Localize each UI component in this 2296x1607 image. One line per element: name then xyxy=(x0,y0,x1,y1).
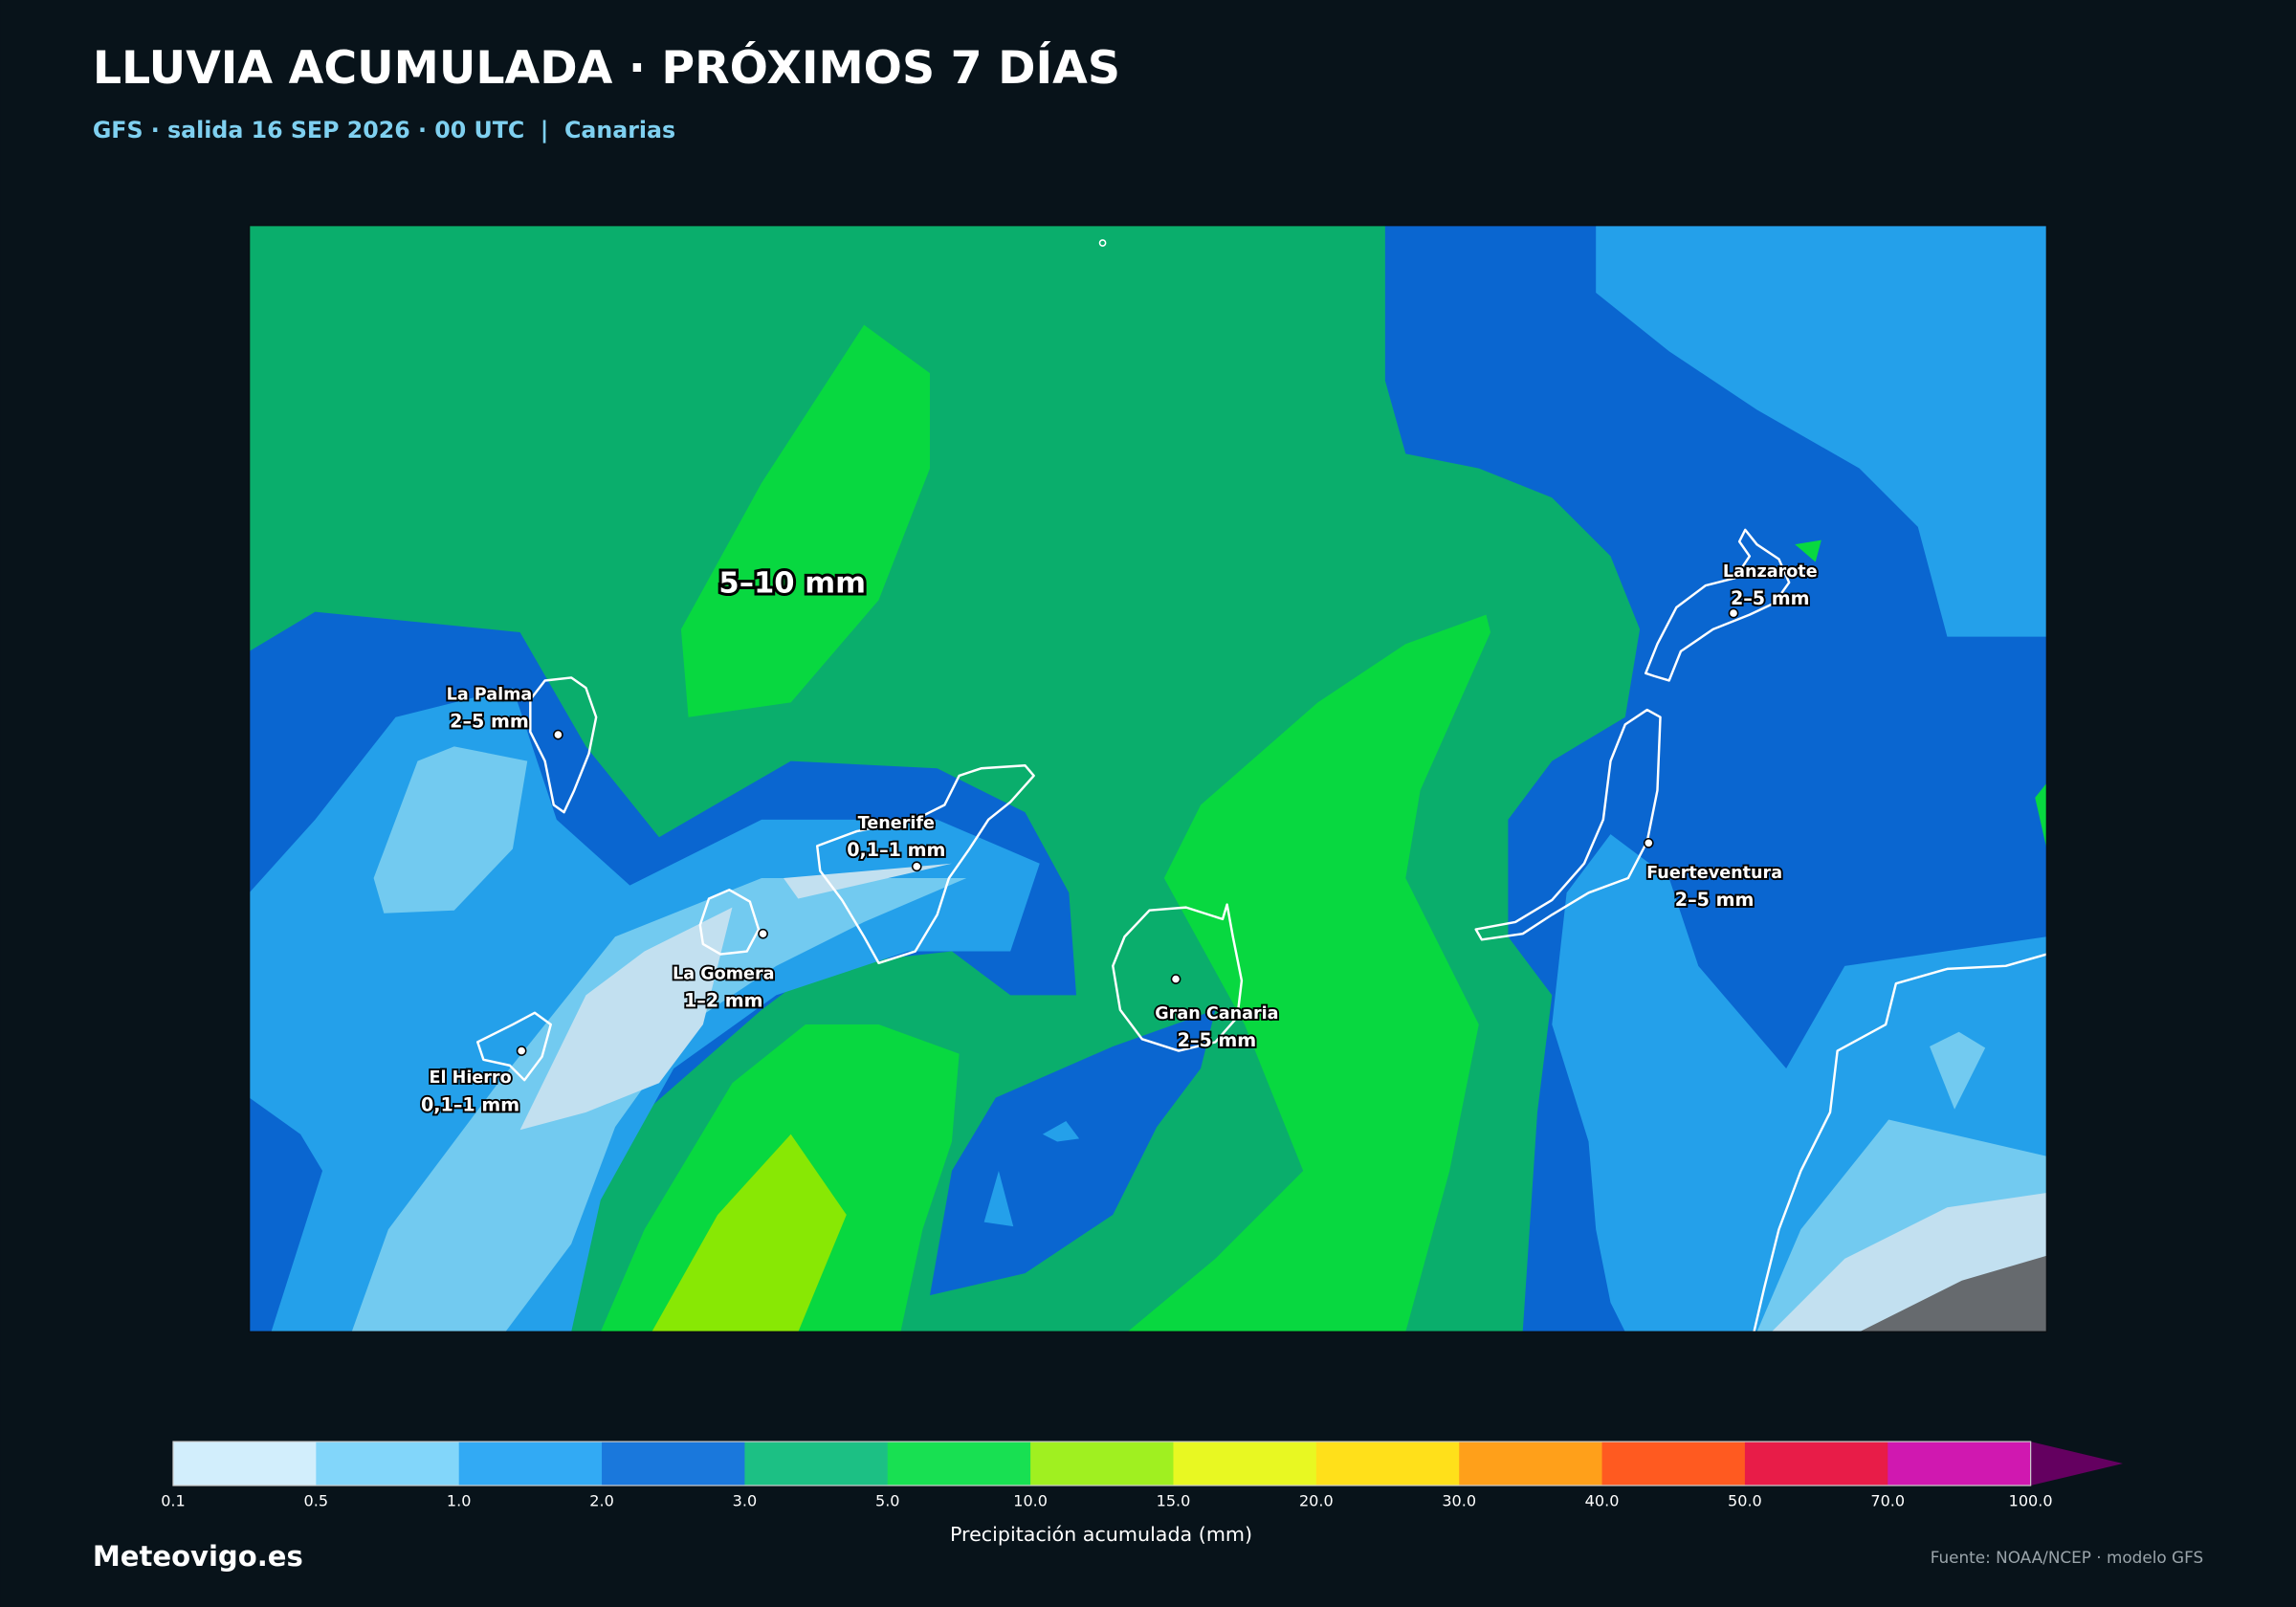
colorbar-tick-label: 1.0 xyxy=(447,1491,472,1509)
colorbar-tick-label: 50.0 xyxy=(1728,1491,1762,1509)
place-name: Fuerteventura xyxy=(1646,864,1782,883)
place-amount: 1–2 mm xyxy=(684,990,763,1012)
source: Fuente: NOAA/NCEP · modelo GFS xyxy=(1931,1548,2203,1567)
town xyxy=(1728,607,1739,619)
island-outline xyxy=(476,1011,552,1082)
region-label: 5–10 mm xyxy=(718,567,866,601)
colorbar-tick-label: 30.0 xyxy=(1442,1491,1476,1509)
colorbar-swatch xyxy=(1459,1442,1603,1486)
place-name: El Hierro xyxy=(429,1068,511,1088)
coast xyxy=(1753,953,2047,1332)
contour xyxy=(651,1134,847,1332)
brand: Meteovigo.es xyxy=(93,1540,303,1573)
subtitle: GFS · salida 16 SEP 2026 · 00 UTC | Cana… xyxy=(93,117,675,143)
colorbar-label: Precipitación acumulada (mm) xyxy=(950,1523,1252,1546)
contour xyxy=(1859,1255,2047,1332)
title: LLUVIA ACUMULADA · PRÓXIMOS 7 DÍAS xyxy=(93,40,1120,95)
colorbar-swatch xyxy=(1030,1442,1175,1486)
colorbar-swatch xyxy=(1173,1442,1317,1486)
colorbar-swatch xyxy=(458,1442,603,1486)
contour xyxy=(1930,1031,1986,1110)
colorbar-swatch xyxy=(316,1442,460,1486)
colorbar-tick-label: 5.0 xyxy=(875,1491,900,1509)
island-outline xyxy=(529,676,598,814)
colorbar-tick-label: 3.0 xyxy=(733,1491,758,1509)
colorbar-tick-label: 2.0 xyxy=(589,1491,614,1509)
island-outline xyxy=(1474,708,1662,941)
town xyxy=(516,1046,527,1056)
colorbar-swatch xyxy=(172,1442,318,1486)
colorbar-tick-label: 70.0 xyxy=(1870,1491,1905,1509)
island-outline xyxy=(1112,903,1244,1052)
colorbar: 0.1 0.5 1.0 2.0 3.0 5.0 10.0 15.0 20.0 30.0 40.0 50… xyxy=(161,1441,2124,1509)
contour xyxy=(784,863,952,899)
town xyxy=(1170,974,1181,984)
colorbar-extend xyxy=(2030,1442,2124,1486)
colorbar-swatch xyxy=(1601,1442,1746,1486)
place-name: Lanzarote xyxy=(1723,562,1818,582)
place-amount: 2–5 mm xyxy=(1178,1029,1257,1051)
place-amount: 2–5 mm xyxy=(1675,889,1755,911)
island-outline xyxy=(1644,528,1791,682)
contour xyxy=(2035,782,2047,849)
colorbar-tick-label: 40.0 xyxy=(1585,1491,1620,1509)
colorbar-tick-label: 20.0 xyxy=(1299,1491,1334,1509)
place-name: Gran Canaria xyxy=(1155,1004,1278,1024)
island-outline xyxy=(815,763,1035,964)
contour xyxy=(680,324,931,717)
town xyxy=(758,928,768,939)
contour xyxy=(1795,539,1821,562)
contour xyxy=(983,1171,1014,1227)
town xyxy=(911,861,922,872)
place-name: Tenerife xyxy=(858,814,935,833)
place-amount: 2–5 mm xyxy=(450,710,529,732)
colorbar-tick-label: 100.0 xyxy=(2009,1491,2053,1509)
colorbar-swatch xyxy=(602,1442,746,1486)
colorbar-tick-label: 0.1 xyxy=(161,1491,186,1509)
place-name: La Gomera xyxy=(673,965,774,984)
colorbar-swatch xyxy=(1744,1442,1889,1486)
contour xyxy=(519,907,733,1131)
colorbar-swatch xyxy=(887,1442,1031,1486)
contour xyxy=(1596,225,2047,637)
map-frame xyxy=(248,224,2048,1333)
town xyxy=(1643,837,1654,848)
place-amount: 0,1–1 mm xyxy=(847,839,945,861)
colorbar-swatch xyxy=(1888,1442,2032,1486)
colorbar-tick-label: 15.0 xyxy=(1157,1491,1191,1509)
colorbar-tick-label: 0.5 xyxy=(304,1491,329,1509)
place-name: La Palma xyxy=(447,685,533,704)
town xyxy=(553,729,563,740)
islet xyxy=(1098,239,1107,247)
map: 5–10 mm La Palma 2–5 mm Tenerife 0,1–1 mm La… xyxy=(248,224,2048,1333)
contour xyxy=(1042,1121,1080,1142)
place-amount: 2–5 mm xyxy=(1731,587,1810,609)
colorbar-swatch xyxy=(744,1442,889,1486)
place-amount: 0,1–1 mm xyxy=(421,1093,519,1115)
island-outline xyxy=(698,889,761,956)
colorbar-frame xyxy=(172,1441,2032,1486)
contour xyxy=(373,746,528,914)
colorbar-swatch xyxy=(1315,1442,1460,1486)
contour xyxy=(351,878,967,1332)
contour xyxy=(1127,614,1491,1332)
colorbar-tick-label: 10.0 xyxy=(1013,1491,1048,1509)
